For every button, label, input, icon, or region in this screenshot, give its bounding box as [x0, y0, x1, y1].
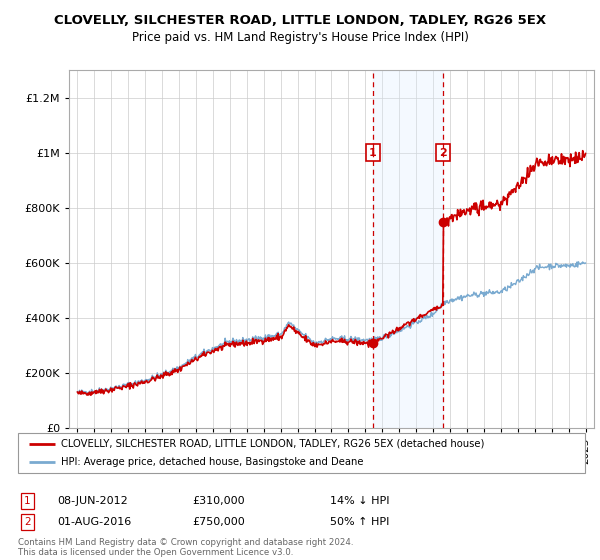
Text: £750,000: £750,000	[192, 517, 245, 527]
Text: 1: 1	[369, 148, 377, 158]
Text: HPI: Average price, detached house, Basingstoke and Deane: HPI: Average price, detached house, Basi…	[61, 458, 363, 467]
Text: 2: 2	[439, 148, 447, 158]
Text: 50% ↑ HPI: 50% ↑ HPI	[330, 517, 389, 527]
Text: 08-JUN-2012: 08-JUN-2012	[57, 496, 128, 506]
Text: 1: 1	[24, 496, 31, 506]
Text: 01-AUG-2016: 01-AUG-2016	[57, 517, 131, 527]
Text: Price paid vs. HM Land Registry's House Price Index (HPI): Price paid vs. HM Land Registry's House …	[131, 31, 469, 44]
Text: 14% ↓ HPI: 14% ↓ HPI	[330, 496, 389, 506]
Bar	[373, 70, 443, 428]
FancyBboxPatch shape	[18, 433, 585, 473]
Text: Contains HM Land Registry data © Crown copyright and database right 2024.
This d: Contains HM Land Registry data © Crown c…	[18, 538, 353, 557]
Text: CLOVELLY, SILCHESTER ROAD, LITTLE LONDON, TADLEY, RG26 5EX (detached house): CLOVELLY, SILCHESTER ROAD, LITTLE LONDON…	[61, 439, 484, 449]
Text: £310,000: £310,000	[192, 496, 245, 506]
Text: CLOVELLY, SILCHESTER ROAD, LITTLE LONDON, TADLEY, RG26 5EX: CLOVELLY, SILCHESTER ROAD, LITTLE LONDON…	[54, 14, 546, 27]
Text: 2: 2	[24, 517, 31, 527]
